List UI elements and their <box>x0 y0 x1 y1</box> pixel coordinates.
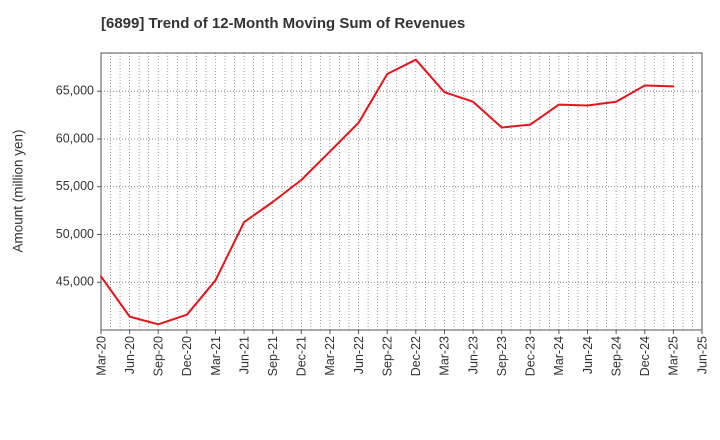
x-tick-label: Sep-23 <box>495 336 509 376</box>
x-tick-label: Jun-22 <box>352 336 366 374</box>
y-tick-label: 50,000 <box>56 227 94 241</box>
x-tick-label: Jun-23 <box>466 336 480 374</box>
x-tick-label: Dec-22 <box>409 336 423 376</box>
y-tick-label: 55,000 <box>56 179 94 193</box>
x-axis: Mar-20 Jun-20 Sep-20 Dec-20 Mar-21 Jun-21 Sep-… <box>94 330 709 376</box>
series-line <box>100 58 675 326</box>
x-tick-label: Mar-20 <box>94 336 108 376</box>
x-tick-label: Mar-22 <box>323 336 337 376</box>
x-tick-label: Jun-24 <box>581 336 595 374</box>
x-tick-label: Sep-24 <box>609 336 623 376</box>
chart-title: [6899] Trend of 12-Month Moving Sum of R… <box>101 15 466 32</box>
x-tick-label: Dec-24 <box>638 336 652 376</box>
x-tick-label: Mar-23 <box>438 336 452 376</box>
x-tick-label: Dec-20 <box>180 336 194 376</box>
y-axis-label: Amount (million yen) <box>11 129 26 252</box>
plot-frame <box>100 52 703 331</box>
x-tick-label: Mar-21 <box>209 336 223 376</box>
y-tick-label: 60,000 <box>56 131 94 145</box>
x-tick-label: Sep-20 <box>152 336 166 376</box>
series-layer <box>100 58 675 326</box>
y-tick-label: 45,000 <box>56 275 94 289</box>
x-tick-label: Jun-25 <box>695 336 709 374</box>
x-tick-label: Dec-21 <box>295 336 309 376</box>
x-tick-label: Mar-24 <box>552 336 566 376</box>
x-tick-label: Dec-23 <box>524 336 538 376</box>
grid-layer <box>101 53 702 330</box>
x-tick-label: Jun-20 <box>123 336 137 374</box>
x-tick-label: Jun-21 <box>237 336 251 374</box>
y-tick-label: 65,000 <box>56 84 94 98</box>
x-tick-label: Sep-21 <box>266 336 280 376</box>
x-tick-label: Sep-22 <box>380 336 394 376</box>
x-tick-label: Mar-25 <box>667 336 681 376</box>
y-axis: 45,000 50,000 55,000 60,000 65,000 <box>56 84 101 289</box>
